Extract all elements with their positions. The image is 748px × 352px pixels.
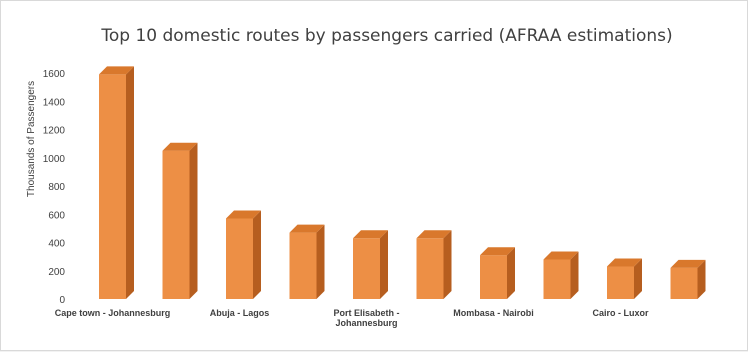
x-tick-label: Cairo - Luxor xyxy=(592,308,649,318)
bar xyxy=(543,251,579,299)
x-tick-label: Abuja - Lagos xyxy=(210,308,270,318)
bar xyxy=(353,230,388,299)
bar-front xyxy=(416,238,444,299)
bar-front xyxy=(226,218,253,299)
bar xyxy=(670,259,706,299)
bar-front xyxy=(99,74,126,299)
y-tick-label: 0 xyxy=(59,295,65,306)
bar-side xyxy=(189,142,198,299)
y-tick-label: 1200 xyxy=(43,126,66,137)
y-tick-label: 600 xyxy=(48,210,65,221)
x-tick-label: Mombasa - Nairobi xyxy=(453,308,534,318)
bar-side xyxy=(697,259,706,299)
x-tick-label: Port Elisabeth - xyxy=(333,308,399,318)
bar-top xyxy=(543,251,579,260)
y-tick-label: 1600 xyxy=(43,69,66,80)
bar xyxy=(480,247,515,299)
bar-side xyxy=(634,258,642,299)
bar xyxy=(99,66,134,299)
x-tick-label: Cape town - Johannesburg xyxy=(55,308,171,318)
chart-title: Top 10 domestic routes by passengers car… xyxy=(100,26,672,46)
bar-top xyxy=(99,66,134,75)
bars-group xyxy=(99,66,706,299)
y-tick-label: 1400 xyxy=(43,97,66,108)
bar-side xyxy=(443,230,452,299)
bar xyxy=(607,258,642,299)
x-axis-labels: Cape town - Johannesburg Abuja - Lagos Por… xyxy=(55,308,649,328)
bar-front xyxy=(670,267,698,299)
bar-side xyxy=(570,251,579,299)
bar-top xyxy=(480,247,515,256)
bar xyxy=(226,210,261,299)
bar-side xyxy=(316,224,325,299)
bar-front xyxy=(162,150,190,299)
bar-side xyxy=(126,66,134,299)
bar-top xyxy=(162,142,198,151)
bar-top xyxy=(607,258,642,267)
bar-front xyxy=(480,255,507,299)
bar-side xyxy=(380,230,388,299)
y-axis-ticks: 0 200 400 600 800 1000 1200 1400 1600 xyxy=(43,69,66,306)
bar-top xyxy=(289,224,325,233)
bar xyxy=(162,142,198,299)
bar-front xyxy=(289,232,317,299)
bar-side xyxy=(253,210,261,299)
bar xyxy=(416,230,452,299)
bar-front xyxy=(543,259,571,299)
x-tick-label: Johannesburg xyxy=(335,318,397,328)
y-tick-label: 1000 xyxy=(43,154,66,165)
y-tick-label: 800 xyxy=(48,182,65,193)
bar-front xyxy=(353,238,380,299)
bar-front xyxy=(607,266,634,299)
y-tick-label: 200 xyxy=(48,267,65,278)
bar-top xyxy=(670,259,706,268)
bar-top xyxy=(416,230,452,239)
bar-side xyxy=(507,247,515,299)
bar-top xyxy=(353,230,388,239)
y-axis-label: Thousands of Passengers xyxy=(26,81,37,197)
bar xyxy=(289,224,325,299)
y-tick-label: 400 xyxy=(48,239,65,250)
bar-top xyxy=(226,210,261,219)
